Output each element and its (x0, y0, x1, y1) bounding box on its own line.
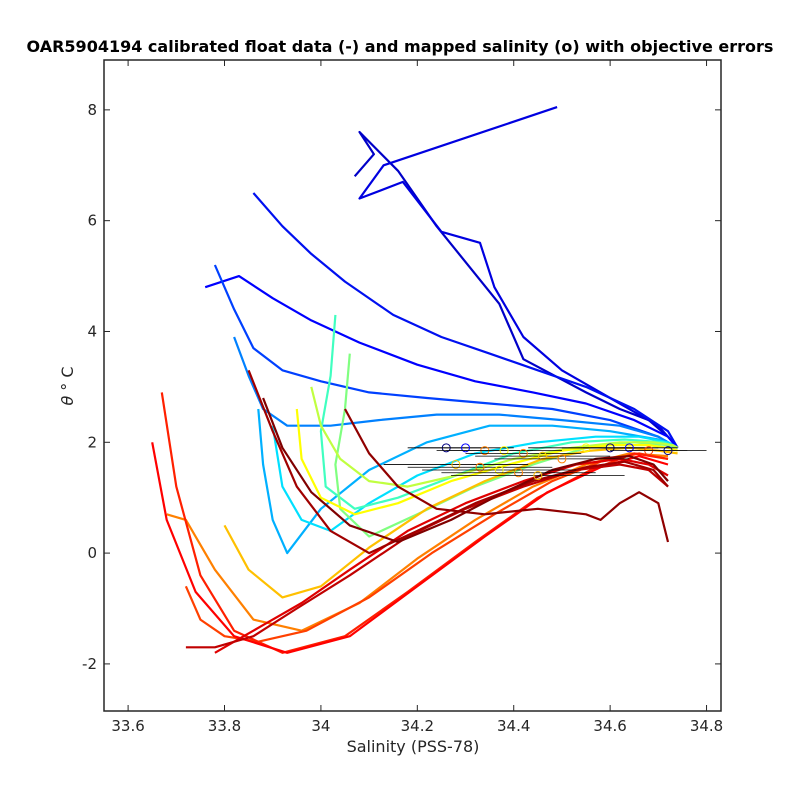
x-tick-label-6: 34.8 (690, 717, 723, 735)
profile-line-9 (319, 314, 678, 510)
y-tick-label-2: 2 (87, 433, 97, 451)
y-tick-label-4: 6 (87, 212, 97, 230)
profile-line-20 (247, 369, 669, 555)
profile-line-4 (204, 275, 679, 449)
mapped-salinity-marker-13 (451, 459, 461, 469)
y-axis-label-unit: ° C (58, 366, 77, 390)
x-tick-label-5: 34.6 (593, 717, 626, 735)
y-tick-label-5: 8 (87, 101, 97, 119)
y-tick-label-3: 4 (87, 322, 97, 340)
axes-box (103, 59, 722, 712)
y-tick-label-0: -2 (82, 655, 97, 673)
x-tick-label-0: 33.6 (111, 717, 144, 735)
mapped-salinity-marker-10 (624, 443, 634, 453)
axes: 33.6 33.8 34 34.2 34.4 34.6 34.8 -2 0 2 4 6 8 (82, 59, 723, 735)
profile-line-18 (214, 457, 669, 654)
y-axis-label-symbol: θ (58, 396, 77, 406)
profile-line-13 (223, 446, 678, 599)
mapped-salinity-marker-4 (499, 446, 509, 456)
profile-line-22 (262, 397, 669, 544)
mapped-salinity-marker-5 (518, 448, 528, 458)
profile-line-7 (257, 408, 679, 555)
mapped-salinity-marker-12 (663, 446, 673, 456)
chart-title: OAR5904194 calibrated float data (-) and… (27, 37, 774, 56)
profile-line-5 (213, 264, 679, 449)
mapped-salinity-marker-7 (557, 454, 567, 464)
mapped-salinity-marker-16 (514, 468, 524, 478)
x-axis-label: Salinity (PSS-78) (347, 737, 480, 756)
x-tick-label-2: 34 (311, 717, 330, 735)
y-axis-label-group: θ ° C (58, 366, 77, 405)
profile-line-3 (252, 192, 679, 449)
mapped-salinity-marker-2 (461, 443, 471, 453)
y-axis-label: θ ° C (58, 366, 77, 405)
y-tick-label-1: 0 (87, 544, 97, 562)
x-tick-label-1: 33.8 (208, 717, 241, 735)
mapped-salinity-marker-17 (533, 471, 543, 481)
mapped-salinity-marker-15 (494, 465, 504, 475)
profile-line-21 (344, 408, 670, 543)
plot-background (104, 60, 721, 711)
mapped-salinity-marker-6 (538, 451, 548, 461)
plot-area (104, 60, 721, 711)
x-tick-label-4: 34.4 (497, 717, 530, 735)
x-tick-label-3: 34.2 (401, 717, 434, 735)
mapped-salinity-marker-14 (475, 462, 485, 472)
